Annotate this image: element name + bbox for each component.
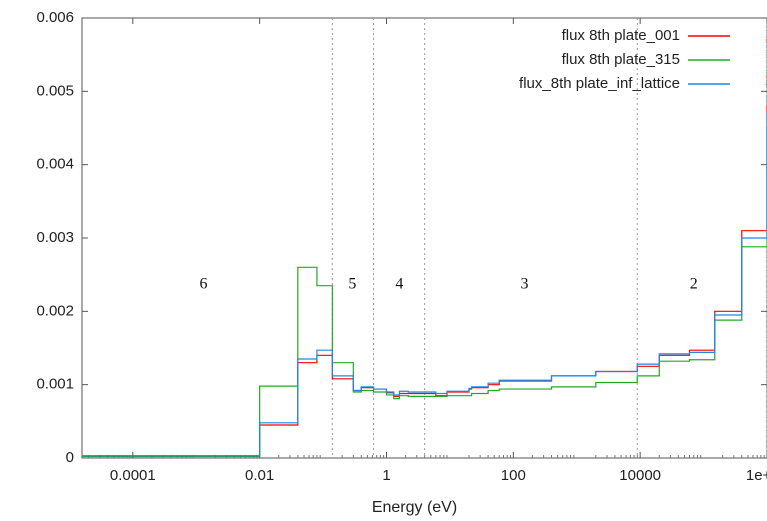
series-line-0 (82, 39, 767, 457)
series-line-2 (82, 54, 767, 457)
legend-label-2: flux_8th plate_inf_lattice (519, 75, 680, 92)
region-label-2: 4 (395, 276, 403, 293)
y-tick-label-3: 0.003 (36, 229, 74, 246)
y-tick-label-4: 0.004 (36, 156, 74, 173)
region-label-0: 6 (199, 276, 207, 293)
x-tick-label-5: 1e+06 (746, 467, 767, 484)
region-label-4: 2 (690, 276, 698, 293)
x-tick-label-1: 0.01 (245, 467, 274, 484)
y-tick-label-5: 0.005 (36, 82, 74, 99)
y-tick-label-2: 0.002 (36, 302, 74, 319)
x-tick-label-2: 1 (382, 467, 390, 484)
region-label-1: 5 (348, 276, 356, 293)
region-label-3: 3 (520, 276, 528, 293)
y-tick-label-1: 0.001 (36, 376, 74, 393)
x-axis-label: Energy (eV) (372, 499, 457, 516)
x-tick-label-0: 0.0001 (110, 467, 156, 484)
y-tick-label-0: 0 (66, 449, 74, 466)
x-tick-label-3: 100 (501, 467, 526, 484)
legend-label-0: flux 8th plate_001 (562, 27, 680, 44)
legend-label-1: flux 8th plate_315 (562, 51, 680, 68)
y-tick-label-6: 0.006 (36, 9, 74, 26)
x-tick-label-4: 10000 (619, 467, 661, 484)
